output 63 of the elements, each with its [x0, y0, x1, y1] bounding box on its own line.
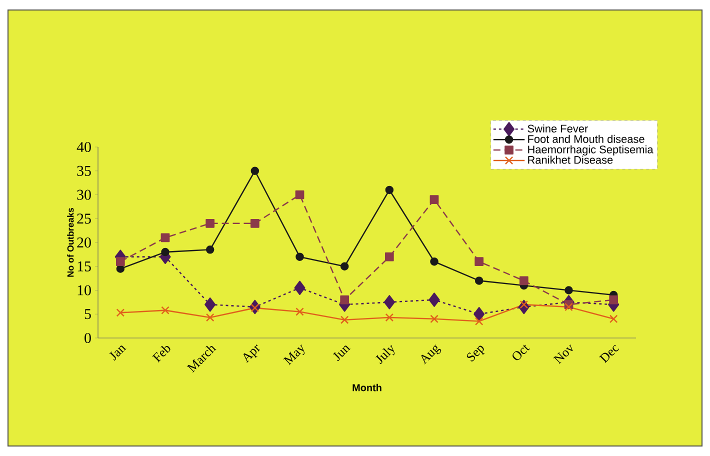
point [295, 190, 304, 200]
point [340, 295, 350, 304]
point [430, 257, 438, 266]
point [385, 313, 394, 322]
point [296, 252, 304, 261]
point [206, 218, 215, 228]
y-tick-label: 10 [78, 285, 91, 296]
y-tick-label: 25 [77, 214, 91, 224]
x-tick-label: Feb [152, 346, 170, 362]
point [428, 292, 440, 307]
point [474, 276, 484, 285]
point [250, 166, 260, 176]
y-tick-label: 30 [77, 190, 91, 200]
point [474, 257, 484, 266]
point [160, 233, 170, 242]
x-tick-label: Oct [512, 344, 530, 360]
y-tick-label: 35 [77, 166, 91, 176]
legend-label: Ranikhet Disease [528, 156, 613, 164]
x-tick-label: Dec [599, 344, 620, 364]
point [161, 306, 170, 314]
point [250, 304, 260, 312]
point [474, 317, 484, 326]
y-tick-label: 20 [77, 237, 91, 248]
point [609, 295, 618, 304]
x-tick-label: Jun [332, 346, 350, 362]
point [519, 276, 528, 286]
x-tick-label: Jan [109, 346, 126, 361]
y-tick-label: 15 [78, 261, 91, 272]
y-tick-label: 5 [84, 309, 91, 320]
point [340, 316, 349, 324]
point [294, 280, 306, 295]
point [116, 308, 125, 317]
point [206, 313, 214, 322]
legend-label: Haemorrhagic Septisemia [528, 145, 654, 156]
point [385, 186, 394, 194]
legend-label: Foot and Mouth disease [528, 134, 644, 143]
x-tick-label: July [376, 344, 395, 364]
point [340, 262, 349, 271]
point [384, 252, 394, 262]
point [474, 307, 485, 322]
x-tick-label: Aug [421, 344, 442, 364]
point [384, 295, 395, 310]
point [564, 302, 573, 312]
point [204, 297, 216, 312]
x-axis-title: Month [352, 384, 382, 392]
point [161, 248, 170, 256]
y-axis-title: No of Outbreaks [67, 208, 74, 277]
point [609, 314, 618, 324]
point [520, 300, 528, 309]
point [250, 218, 260, 228]
x-tick-label: May [283, 344, 305, 366]
legend-label: Swine Fever [528, 124, 588, 132]
y-tick-label: 0 [84, 332, 91, 344]
point [430, 195, 439, 204]
y-tick-label: 40 [76, 142, 91, 152]
point [430, 314, 438, 324]
point [296, 308, 304, 316]
x-tick-label: Apr [243, 344, 260, 363]
x-tick-label: Nov [553, 344, 573, 364]
point [116, 257, 125, 266]
point [206, 246, 214, 254]
point [564, 286, 573, 294]
x-tick-label: Sep [466, 346, 485, 362]
